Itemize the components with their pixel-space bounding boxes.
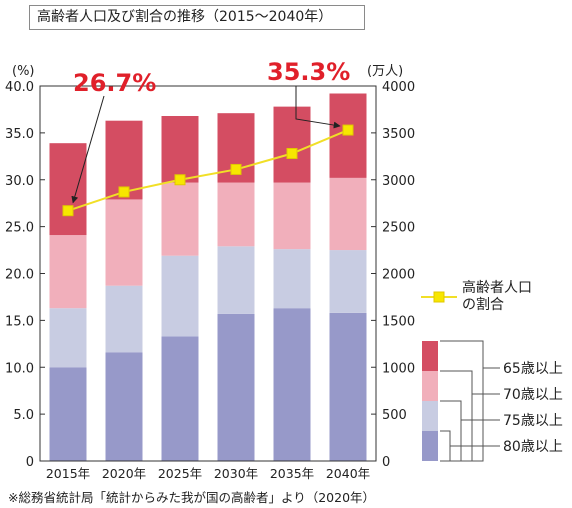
bar-segment-4-3: [161, 116, 199, 183]
right-tick-label: 3000: [382, 174, 415, 189]
right-tick-label: 2500: [382, 221, 415, 236]
x-tick-label: 2030年: [214, 466, 258, 481]
right-tick-label: 1000: [382, 361, 415, 376]
right-tick-label: 2000: [382, 268, 415, 283]
bar-segment-2-5: [273, 249, 311, 309]
right-tick-label: 3500: [382, 127, 415, 142]
ratio-marker-1: [62, 205, 74, 217]
right-tick-label: 4000: [382, 80, 415, 95]
ratio-marker-6: [342, 124, 354, 136]
left-tick-label: 30.0: [5, 174, 34, 189]
ratio-line: [67, 129, 349, 212]
annotation-label-1: 26.7%: [73, 69, 156, 97]
bar-segment-1-6: [329, 312, 367, 461]
bar-segment-4-2: [105, 120, 143, 200]
bar-segment-3-4: [217, 182, 255, 247]
x-tick-label: 2020年: [102, 466, 146, 481]
left-tick-label: 40.0: [5, 80, 34, 95]
left-tick-label: 5.0: [13, 408, 34, 423]
bar-segment-2-4: [217, 246, 255, 314]
bar-segment-2-1: [49, 308, 87, 368]
chart-title: 高齢者人口及び割合の推移（2015〜2040年）: [29, 5, 365, 30]
bar-segment-2-6: [329, 250, 367, 313]
left-tick-label: 20.0: [5, 268, 34, 283]
annotation-label-2: 35.3%: [267, 58, 350, 86]
ratio-marker-3: [174, 174, 186, 186]
legend-bracket-label-3: 75歳以上: [503, 413, 563, 429]
annotation-arrow-2: [295, 86, 341, 129]
bar-segment-1-3: [161, 336, 199, 461]
legend-bracket-2: [440, 370, 473, 462]
bar-segment-1-4: [217, 313, 255, 461]
left-tick-label: 15.0: [5, 314, 34, 329]
bar-segment-1-5: [273, 308, 311, 461]
legend-swatch-1: [422, 431, 438, 461]
left-tick-label: 10.0: [5, 361, 34, 376]
legend-swatch-4: [422, 341, 438, 371]
legend-line-label-1: 高齢者人口: [462, 279, 532, 296]
bar-segment-3-6: [329, 177, 367, 251]
right-tick-label: 500: [382, 408, 407, 423]
legend-bracket-4: [440, 430, 451, 462]
legend-bracket-label-4: 80歳以上: [503, 439, 563, 455]
ratio-marker-2: [118, 186, 130, 198]
bar-segment-3-5: [273, 182, 311, 250]
x-tick-label: 2025年: [158, 466, 202, 481]
right-tick-label: 1500: [382, 314, 415, 329]
bar-segment-1-1: [49, 367, 87, 461]
ratio-marker-4: [230, 163, 242, 175]
bar-segment-3-1: [49, 235, 87, 309]
right-axis-unit: (万人): [367, 64, 403, 79]
source-note: ※総務省統計局「統計からみた我が国の高齢者」より（2020年）: [8, 490, 376, 505]
legend-bracket-label-1: 65歳以上: [503, 361, 563, 377]
left-tick-label: 0: [26, 455, 34, 470]
bar-segment-2-3: [161, 255, 199, 337]
x-tick-label: 2015年: [46, 466, 90, 481]
legend-line-label-2: の割合: [462, 296, 504, 313]
x-tick-label: 2040年: [326, 466, 370, 481]
bar-segment-3-2: [105, 199, 143, 286]
ratio-marker-5: [286, 148, 298, 159]
bar-segment-4-1: [49, 143, 87, 236]
left-tick-label: 35.0: [5, 127, 34, 142]
annotation-arrow-1: [71, 95, 105, 204]
bar-segment-1-2: [105, 352, 143, 461]
legend-line-marker: [433, 291, 445, 303]
legend-swatch-2: [422, 401, 438, 431]
legend-swatch-3: [422, 371, 438, 401]
right-tick-label: 0: [382, 455, 390, 470]
left-tick-label: 25.0: [5, 221, 34, 236]
x-tick-label: 2035年: [270, 466, 314, 481]
bar-segment-4-5: [273, 106, 311, 183]
bar-segment-3-3: [161, 182, 199, 256]
left-axis-unit: (%): [12, 64, 35, 79]
legend-bracket-label-2: 70歳以上: [503, 387, 563, 403]
bar-segment-2-2: [105, 285, 143, 353]
